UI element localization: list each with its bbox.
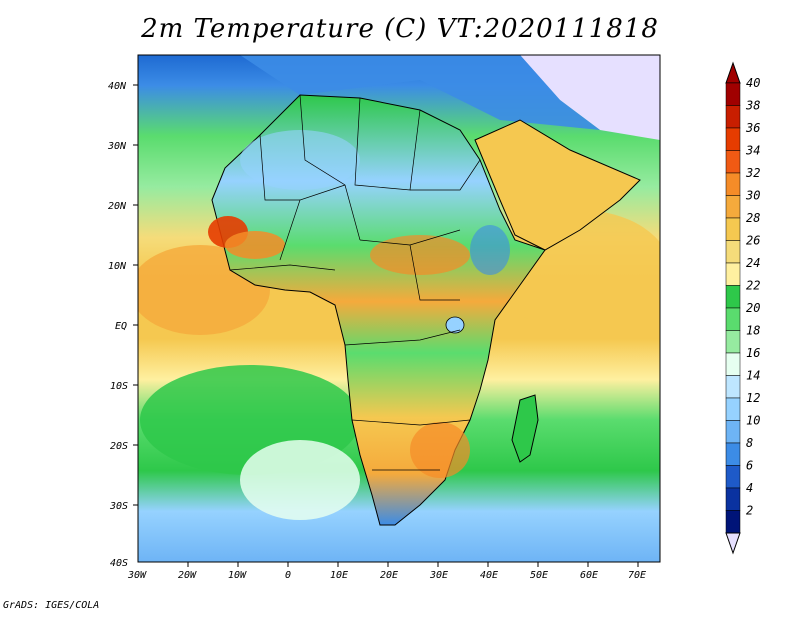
colorbar: 40 38 36 34 32 30 28 26 24 22 20 18 16 14 12 10 8 6 4 2 [725,61,760,555]
lat-label: 20N [108,201,127,212]
latitude-axis: 40N 30N 20N 10N EQ 10S 20S 30S 40S [107,81,138,569]
map-title: 2m Temperature (C) VT:2020111818 [141,14,659,44]
lat-label: 40N [108,81,127,92]
lon-label: 40E [480,570,498,581]
colorbar-label: 24 [746,256,760,270]
colorbar-label: 30 [745,189,760,203]
colorbar-label: 36 [745,121,760,135]
lat-label: 30N [107,141,127,152]
map-frame [137,54,661,563]
colorbar-swatch [725,510,741,534]
lon-label: 30W [127,570,147,581]
lat-label: EQ [115,321,127,332]
colorbar-swatch [725,217,741,241]
colorbar-label: 12 [746,391,760,405]
colorbar-swatch [725,330,741,354]
longitude-axis: 30W 20W 10W 0 10E 20E 30E 40E 50E 60E 70… [127,562,646,581]
colorbar-label: 2 [746,504,753,518]
colorbar-swatch [725,487,741,511]
temperature-field [138,55,660,562]
colorbar-label: 28 [746,211,760,225]
colorbar-label: 8 [746,436,753,450]
colorbar-label: 16 [746,346,760,360]
colorbar-label: 6 [746,459,753,473]
colorbar-label: 22 [746,279,760,293]
colorbar-swatch [725,352,741,376]
lat-label: 40S [110,558,128,569]
lon-label: 30E [429,570,448,581]
colorbar-label: 14 [746,369,760,383]
colorbar-label: 40 [746,76,760,90]
colorbar-swatch [725,82,741,106]
lat-label: 30S [109,501,128,512]
lat-label: 20S [110,441,128,452]
credit-label: GrADS: IGES/COLA [3,600,100,611]
lon-label: 10W [228,570,247,581]
colorbar-swatch [725,105,741,129]
colorbar-label: 10 [746,414,760,428]
lon-label: 60E [580,570,598,581]
lat-label: 10S [110,381,128,392]
lat-label: 10N [108,261,127,272]
colorbar-label: 38 [745,99,760,113]
colorbar-label: 32 [745,166,760,180]
lon-label: 0 [285,570,291,581]
colorbar-swatch [725,465,741,489]
colorbar-bottom-arrow [725,532,741,555]
colorbar-swatch [725,262,741,286]
colorbar-swatch [725,285,741,309]
colorbar-swatch [725,307,741,331]
colorbar-swatch [725,195,741,219]
lon-label: 10E [330,570,348,581]
colorbar-swatch [725,240,741,264]
colorbar-label: 18 [746,324,760,338]
colorbar-label: 34 [745,144,760,158]
colorbar-swatch [725,150,741,174]
colorbar-label: 4 [746,481,753,495]
colorbar-top-arrow [725,61,741,84]
colorbar-swatch [725,127,741,151]
colorbar-swatch [725,420,741,444]
colorbar-label: 20 [746,301,760,315]
colorbar-label: 26 [746,234,760,248]
lon-label: 20W [178,570,197,581]
colorbar-swatch [725,442,741,466]
lon-label: 70E [628,570,646,581]
lon-label: 20E [380,570,398,581]
colorbar-swatch [725,397,741,421]
colorbar-swatch [725,375,741,399]
colorbar-swatch [725,172,741,196]
lon-label: 50E [530,570,548,581]
